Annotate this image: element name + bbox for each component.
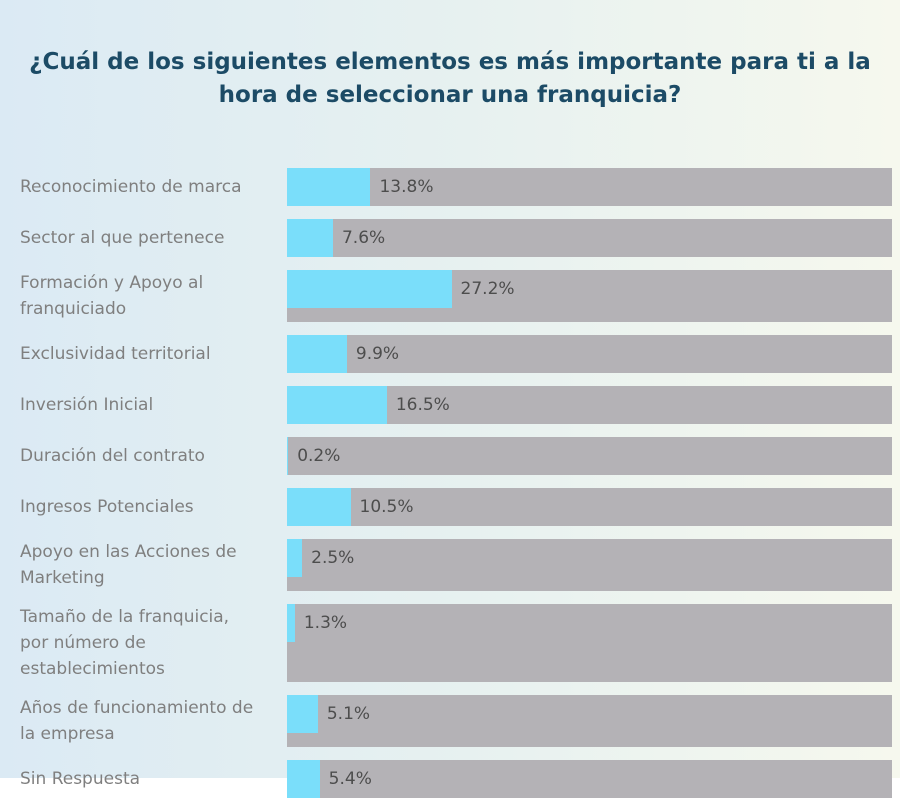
- bar-value-label: 0.2%: [297, 446, 341, 466]
- bar-track: 1.3%: [287, 604, 892, 682]
- chart-row: Inversión Inicial 16.5%: [20, 386, 892, 424]
- bar-track: 16.5%: [287, 386, 892, 424]
- bar-value-label: 13.8%: [379, 177, 434, 197]
- category-label: Ingresos Potenciales: [20, 497, 194, 517]
- bar-value-label: 5.1%: [326, 704, 371, 724]
- bar-track: 5.4%: [287, 760, 892, 798]
- bar-fill: [287, 437, 289, 475]
- bar-fill: [287, 604, 295, 642]
- chart-row: Sin Respuesta 5.4%: [20, 760, 892, 798]
- bar-chart: Reconocimiento de marca 13.8% Sector al …: [0, 168, 900, 798]
- bar-value-label: 7.6%: [341, 228, 386, 248]
- bar-track: 13.8%: [287, 168, 892, 206]
- category-label: Sector al que pertenece: [20, 228, 225, 248]
- chart-row: Tamaño de la franquicia, por número de e…: [20, 604, 892, 682]
- bar-value-label: 5.4%: [328, 769, 372, 789]
- bar-track: 9.9%: [287, 335, 892, 373]
- chart-row: Ingresos Potenciales 10.5%: [20, 488, 892, 526]
- bar-fill: [287, 270, 452, 308]
- bar-fill: [287, 695, 318, 733]
- bar-value-label: 9.9%: [355, 344, 400, 364]
- bar-track: 10.5%: [287, 488, 892, 526]
- category-label: Tamaño de la franquicia, por número de e…: [20, 607, 230, 679]
- bar-value-label: 16.5%: [395, 395, 450, 415]
- chart-row: Formación y Apoyo al franquiciado 27.2%: [20, 270, 892, 322]
- chart-row: Duración del contrato 0.2%: [20, 437, 892, 475]
- bar-fill: [287, 335, 347, 373]
- category-label: Sin Respuesta: [20, 769, 141, 789]
- chart-title: ¿Cuál de los siguientes elementos es más…: [29, 49, 871, 108]
- bar-value-label: 2.5%: [311, 548, 355, 568]
- bar-fill: [287, 488, 351, 526]
- bar-fill: [287, 539, 303, 577]
- chart-row: Reconocimiento de marca 13.8%: [20, 168, 892, 206]
- chart-row: Exclusividad territorial 9.9%: [20, 335, 892, 373]
- bar-value-label: 27.2%: [460, 279, 515, 299]
- bar-track: 5.1%: [287, 695, 892, 747]
- chart-row: Apoyo en las Acciones de Marketing 2.5%: [20, 539, 892, 591]
- category-label: Inversión Inicial: [20, 395, 154, 415]
- bar-fill: [287, 760, 320, 798]
- category-label: Exclusividad territorial: [20, 344, 211, 364]
- bar-track: 7.6%: [287, 219, 892, 257]
- bar-track: 2.5%: [287, 539, 892, 591]
- chart-row: Años de funcionamiento de la empresa 5.1…: [20, 695, 892, 747]
- bar-fill: [287, 386, 387, 424]
- bar-value-label: 1.3%: [303, 613, 348, 633]
- category-label: Años de funcionamiento de la empresa: [20, 698, 254, 744]
- bar-track: 0.2%: [287, 437, 892, 475]
- bar-track: 27.2%: [287, 270, 892, 322]
- category-label: Duración del contrato: [20, 446, 205, 466]
- category-label: Apoyo en las Acciones de Marketing: [20, 542, 237, 588]
- chart-row: Sector al que pertenece 7.6%: [20, 219, 892, 257]
- category-label: Reconocimiento de marca: [20, 177, 242, 197]
- bar-fill: [287, 219, 333, 257]
- bar-value-label: 10.5%: [359, 497, 414, 517]
- category-label: Formación y Apoyo al franquiciado: [20, 273, 204, 319]
- bar-fill: [287, 168, 371, 206]
